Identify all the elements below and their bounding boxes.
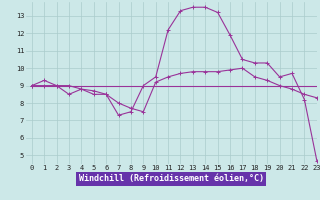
X-axis label: Windchill (Refroidissement éolien,°C): Windchill (Refroidissement éolien,°C)	[79, 174, 264, 183]
